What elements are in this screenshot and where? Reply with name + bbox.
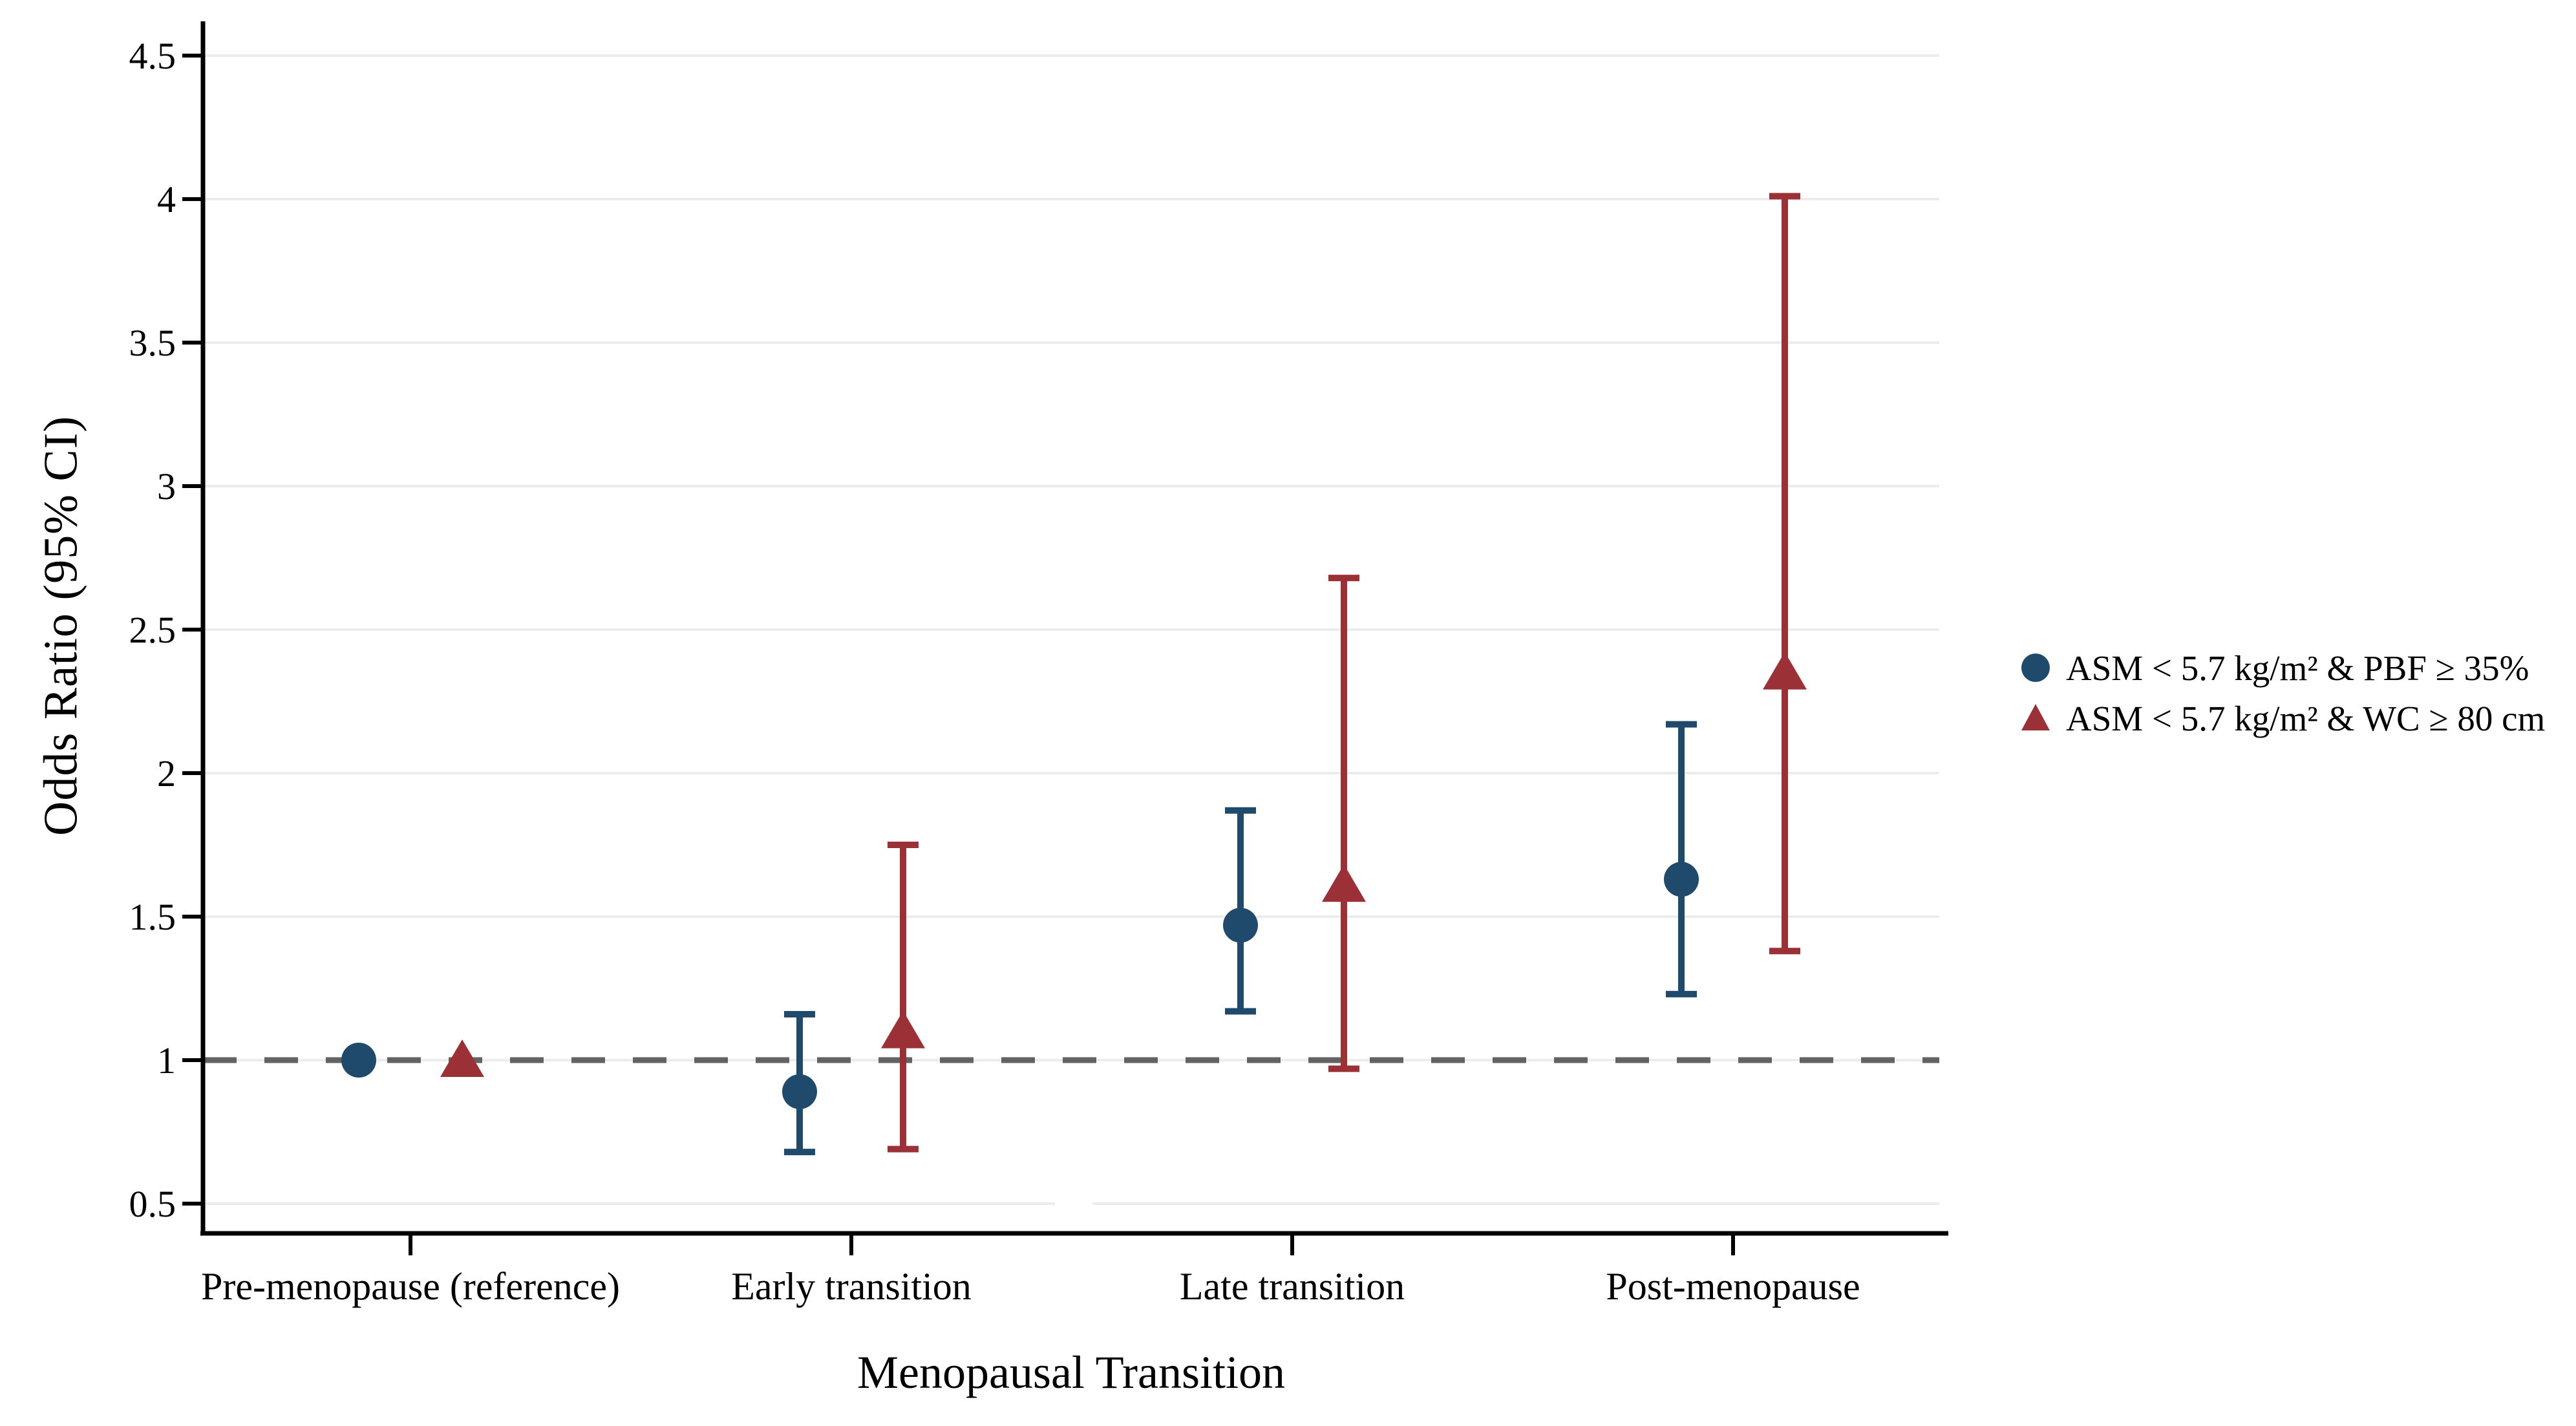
marker-triangle — [1322, 864, 1366, 902]
triangle-icon — [2021, 704, 2050, 730]
x-category-label: Post-menopause — [1606, 1265, 1860, 1308]
x-category-label: Early transition — [731, 1265, 972, 1308]
marker-circle — [1223, 908, 1258, 943]
marker-triangle — [881, 1010, 925, 1048]
legend-label-wc: ASM < 5.7 kg/m² & WC ≥ 80 cm — [2066, 698, 2546, 738]
legend: ASM < 5.7 kg/m² & PBF ≥ 35% ASM < 5.7 kg… — [2016, 648, 2545, 738]
legend-label-pbf: ASM < 5.7 kg/m² & PBF ≥ 35% — [2066, 648, 2529, 688]
y-tick-label: 4 — [157, 178, 176, 220]
y-tick-label: 1 — [157, 1039, 176, 1081]
marker-triangle — [440, 1039, 484, 1077]
marker-circle — [341, 1043, 376, 1078]
x-category-label: Pre-menopause (reference) — [201, 1265, 620, 1308]
y-tick-label: 1.5 — [129, 896, 176, 938]
y-tick-label: 2 — [157, 752, 176, 794]
y-tick-label: 2.5 — [129, 609, 176, 651]
y-tick-label: 3.5 — [129, 322, 176, 364]
y-tick-label: 0.5 — [129, 1183, 176, 1225]
marker-triangle — [1763, 652, 1807, 690]
y-tick-label: 3 — [157, 465, 176, 507]
circle-icon — [2021, 654, 2050, 682]
x-category-label: Late transition — [1180, 1265, 1405, 1308]
legend-item-wc: ASM < 5.7 kg/m² & WC ≥ 80 cm — [2016, 698, 2545, 738]
x-axis-title: Menopausal Transition — [857, 1346, 1286, 1398]
y-tick-label: 4.5 — [129, 35, 176, 77]
y-axis-title: Odds Ratio (95% CI) — [34, 416, 88, 836]
marker-circle — [1664, 862, 1699, 897]
marker-circle — [782, 1074, 817, 1109]
legend-item-pbf: ASM < 5.7 kg/m² & PBF ≥ 35% — [2016, 648, 2545, 688]
